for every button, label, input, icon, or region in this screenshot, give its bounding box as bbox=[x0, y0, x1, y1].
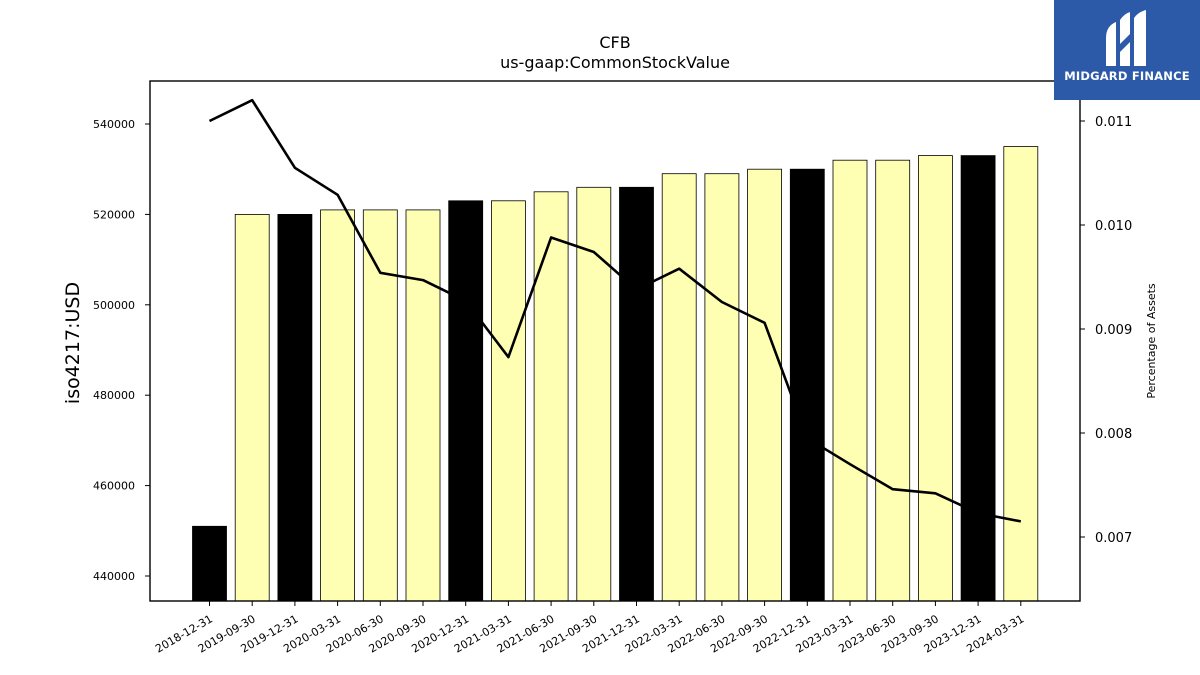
bar-2019-09-30 bbox=[234, 213, 270, 602]
bar-2021-12-31 bbox=[619, 186, 654, 602]
chart-title: CFB bbox=[599, 33, 630, 52]
chart-subtitle: us-gaap:CommonStockValue bbox=[500, 53, 730, 72]
bar-2024-03-31 bbox=[1003, 146, 1039, 602]
midgard-m-logo-icon bbox=[1106, 10, 1146, 66]
bar-2022-03-31 bbox=[661, 173, 697, 602]
bar-2021-06-30 bbox=[533, 191, 569, 602]
bar-2023-06-30 bbox=[875, 159, 911, 602]
y-tick-label: 460000 bbox=[93, 480, 135, 493]
y-tick-label: 480000 bbox=[93, 389, 135, 402]
y2-tick-label: 0.008 bbox=[1095, 427, 1132, 442]
percentage-line-series bbox=[208, 98, 1022, 523]
bar-series bbox=[192, 146, 1039, 602]
y-axis-label: iso4217:USD bbox=[62, 282, 84, 404]
bar-2023-12-31 bbox=[960, 155, 996, 602]
bar-2023-03-31 bbox=[832, 159, 868, 602]
y-tick-label: 500000 bbox=[93, 299, 135, 312]
y-tick-label: 520000 bbox=[93, 208, 135, 221]
bar-2020-03-31 bbox=[320, 209, 356, 602]
y-tick-label: 440000 bbox=[93, 570, 135, 583]
y2-axis-label: Percentage of Assets bbox=[1145, 283, 1158, 399]
percentage-line bbox=[208, 98, 1022, 523]
bar-2019-12-31 bbox=[277, 213, 313, 602]
y2-tick-label: 0.010 bbox=[1095, 219, 1132, 234]
bar-2018-12-31 bbox=[192, 525, 227, 602]
bar-2021-09-30 bbox=[576, 186, 612, 602]
y2-tick-label: 0.007 bbox=[1095, 531, 1132, 546]
bar-2023-09-30 bbox=[918, 155, 953, 602]
bar-2022-06-30 bbox=[704, 173, 740, 602]
bar-2022-12-31 bbox=[789, 168, 825, 602]
plot-frame bbox=[149, 80, 1081, 602]
bar-2020-09-30 bbox=[405, 209, 441, 602]
brand-name: MIDGARD FINANCE bbox=[1064, 69, 1190, 83]
y2-tick-label: 0.009 bbox=[1095, 323, 1132, 338]
y2-tick-label: 0.011 bbox=[1095, 115, 1132, 130]
brand-logo: MIDGARD FINANCE bbox=[1054, 0, 1200, 100]
bar-2020-06-30 bbox=[362, 209, 398, 602]
bar-2022-09-30 bbox=[747, 168, 782, 602]
bar-2020-12-31 bbox=[448, 200, 484, 602]
bar-2021-03-31 bbox=[490, 200, 526, 602]
y-tick-label: 540000 bbox=[93, 118, 135, 131]
